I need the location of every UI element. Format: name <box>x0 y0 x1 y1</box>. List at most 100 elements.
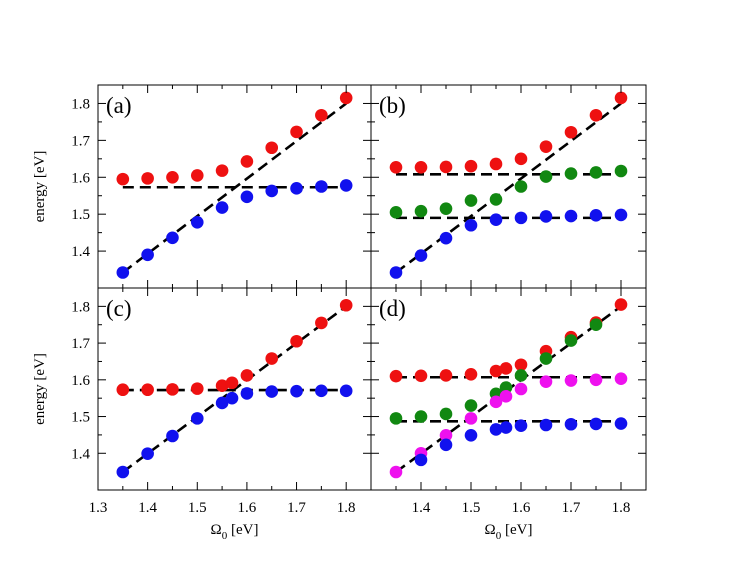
green-point <box>464 194 478 207</box>
green-point <box>539 170 553 183</box>
blue-point <box>166 231 179 245</box>
blue-point <box>166 429 179 443</box>
red-point <box>464 368 478 381</box>
red-point <box>389 161 403 174</box>
blue-point <box>439 438 453 452</box>
x-tick-label: 1.4 <box>412 500 431 516</box>
green-point <box>539 352 553 365</box>
unit: [eV] <box>227 522 258 538</box>
blue-point <box>414 453 428 467</box>
red-point <box>240 369 254 382</box>
x-tick-label: 1.6 <box>512 500 531 516</box>
magenta-point <box>464 412 478 425</box>
x-tick-label: 1.7 <box>562 500 581 516</box>
magenta-point <box>439 428 453 442</box>
blue-point <box>589 208 603 222</box>
blue-point <box>514 419 528 433</box>
green-point <box>439 407 453 421</box>
blue-point <box>290 182 303 195</box>
y-tick-label: 1.5 <box>71 207 90 223</box>
red-point <box>489 157 503 171</box>
green-point <box>589 318 603 332</box>
green-point <box>389 206 403 219</box>
y-tick-label: 1.4 <box>71 244 90 260</box>
panel-frame <box>370 287 647 491</box>
x-tick-label: 1.3 <box>89 500 108 516</box>
y-tick-label: 1.6 <box>71 170 90 186</box>
x-tick-label: 1.6 <box>238 500 257 516</box>
panel-label: (a) <box>106 93 132 118</box>
x-tick-label: 1.4 <box>138 500 157 516</box>
green-point <box>564 167 578 180</box>
red-point <box>539 140 553 153</box>
blue-point <box>389 266 403 279</box>
magenta-point <box>564 374 578 387</box>
y-tick-label: 1.5 <box>71 410 90 426</box>
x-axis-title: Ω0 [eV] <box>485 522 533 542</box>
magenta-point <box>589 373 603 387</box>
x-tick-label: 1.5 <box>462 500 481 516</box>
green-point <box>514 180 528 193</box>
red-point <box>116 383 130 397</box>
x-tick-label: 1.7 <box>287 500 306 516</box>
blue-point <box>489 423 503 436</box>
blue-point <box>539 418 553 432</box>
blue-point <box>439 231 453 245</box>
blue-point <box>614 417 628 430</box>
red-point <box>166 383 179 396</box>
magenta-point <box>539 375 553 388</box>
blue-point <box>614 208 628 222</box>
panel-a <box>116 91 353 279</box>
red-point <box>290 334 303 348</box>
x-tick-label: 1.5 <box>188 500 207 516</box>
magenta-point <box>489 395 503 409</box>
red-point <box>564 125 578 139</box>
green-point <box>389 412 403 425</box>
red-point <box>414 369 428 383</box>
labels: (a) (b) (c) (d) 1.4 1.5 1.6 1.7 1.8 1.4 1.5 1.6 1.7 1… <box>32 93 630 542</box>
blue-point <box>116 465 130 479</box>
blue-point <box>315 384 328 398</box>
red-point <box>265 352 279 365</box>
blue-point <box>414 249 428 262</box>
y-tick-label: 1.4 <box>71 446 90 462</box>
y-tick-label: 1.8 <box>71 96 90 112</box>
panel-d <box>389 298 628 479</box>
magenta-point <box>514 382 528 396</box>
omega-symbol: Ω <box>211 522 222 538</box>
red-point <box>439 369 453 382</box>
omega-subscript: 0 <box>222 530 228 542</box>
blue-point <box>265 184 279 198</box>
y-axis-title: energy [eV] <box>32 353 48 425</box>
red-point <box>414 161 428 174</box>
red-point <box>499 362 513 375</box>
blue-point <box>240 190 254 204</box>
blue-point <box>215 201 229 214</box>
y-tick-label: 1.8 <box>71 299 90 315</box>
blue-point <box>514 211 528 225</box>
magenta-point <box>614 372 628 386</box>
unit: [eV] <box>501 522 532 538</box>
omega-symbol: Ω <box>485 522 496 538</box>
blue-point <box>464 428 478 442</box>
green-point <box>499 381 513 394</box>
blue-point <box>339 384 353 398</box>
green-point <box>414 204 428 218</box>
blue-point <box>489 213 503 227</box>
red-point <box>141 383 154 397</box>
blue-point <box>116 266 130 279</box>
green-point <box>514 369 528 382</box>
panels <box>116 91 628 479</box>
magenta-point <box>499 390 513 403</box>
green-point <box>464 399 478 412</box>
panel-b <box>389 91 628 279</box>
blue-point <box>539 210 553 223</box>
magenta-point <box>389 465 403 479</box>
blue-point <box>240 387 254 400</box>
x-tick-label: 1.8 <box>337 500 356 516</box>
red-point <box>315 316 328 330</box>
y-axis-title: energy [eV] <box>32 151 48 223</box>
red-point <box>240 155 254 168</box>
red-point <box>116 172 130 186</box>
panel-label: (b) <box>379 93 406 118</box>
